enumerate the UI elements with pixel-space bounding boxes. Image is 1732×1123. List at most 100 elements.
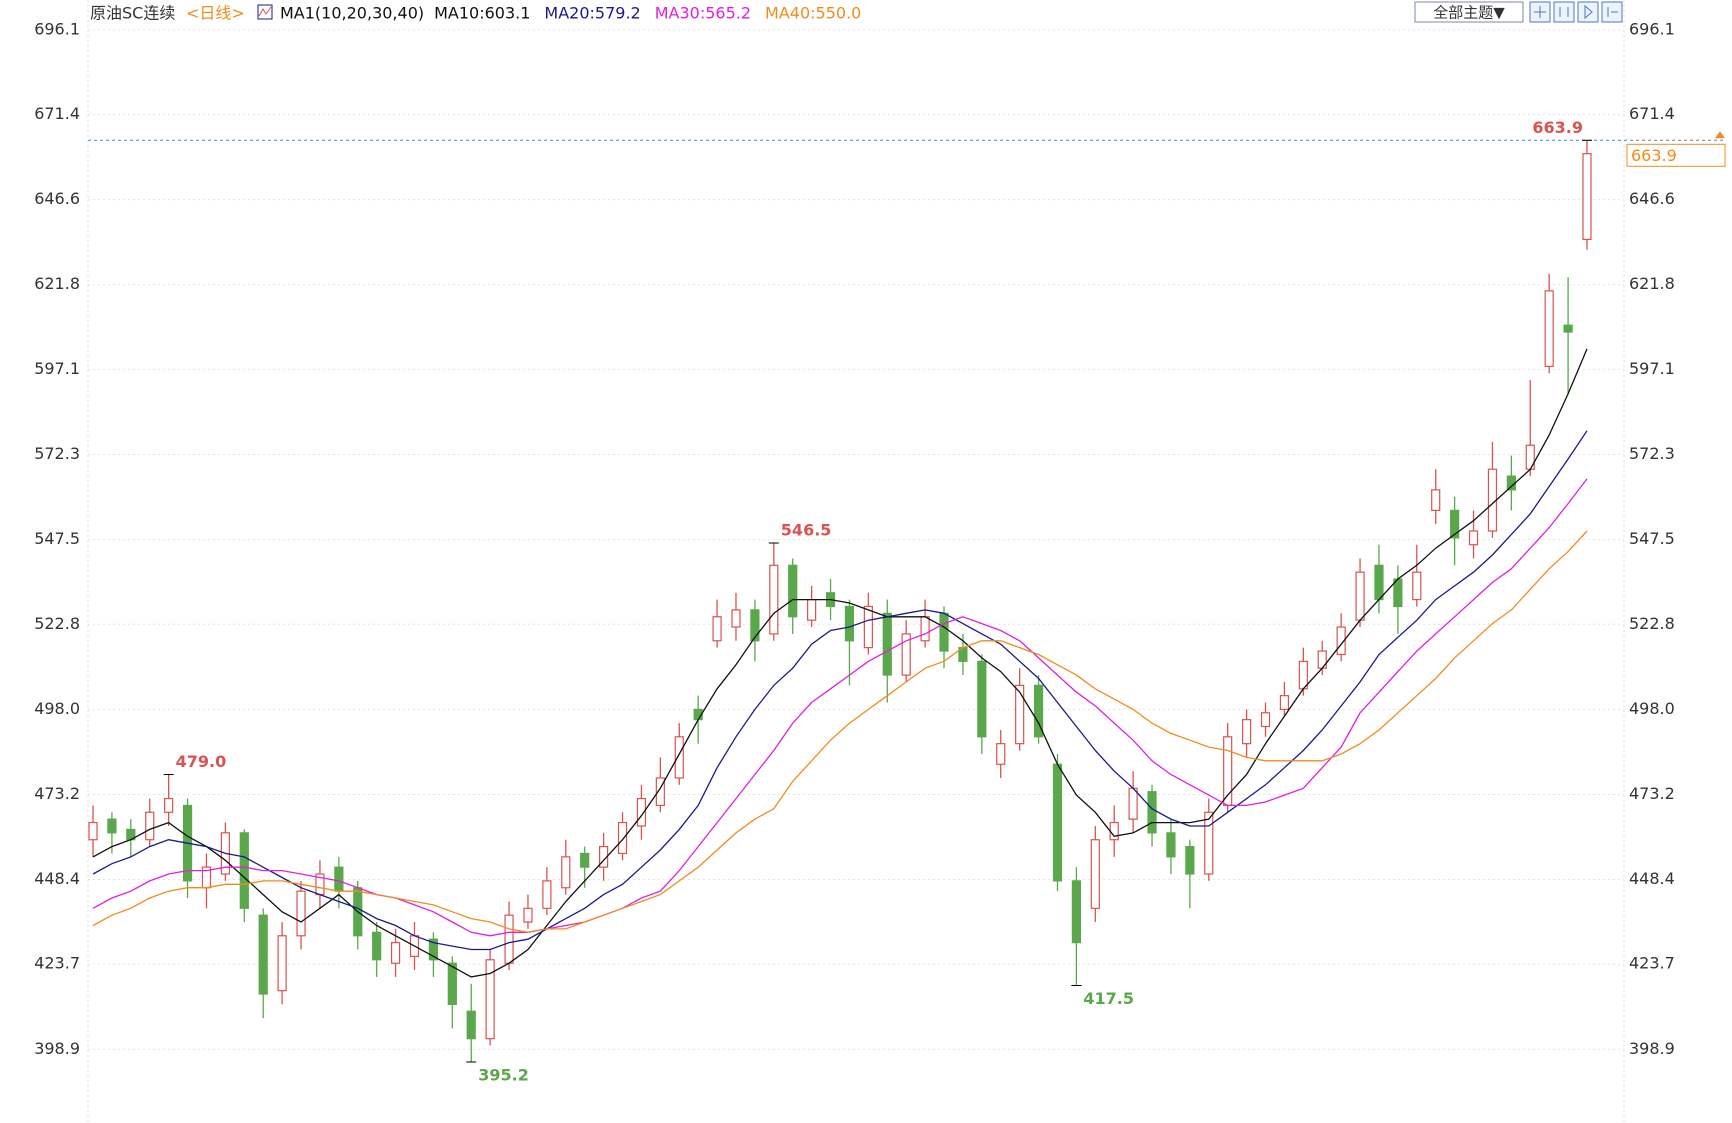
y-tick-label-right: 498.0 — [1629, 699, 1675, 718]
candle-body — [1412, 571, 1422, 601]
legend-entry: MA40:550.0 — [765, 4, 861, 23]
instrument-name: 原油SC连续 — [90, 4, 175, 23]
candle-body — [996, 743, 1006, 765]
candle-body — [390, 942, 401, 964]
candle-body — [164, 797, 174, 813]
candle-body — [542, 880, 552, 909]
candle-body — [1393, 578, 1403, 608]
candle-body — [1052, 763, 1063, 882]
candle-body — [882, 612, 892, 676]
y-tick-label-right: 572.3 — [1629, 444, 1675, 463]
candle-body — [636, 797, 647, 827]
candle-body — [561, 856, 571, 889]
extreme-label: 663.9 — [1532, 118, 1583, 137]
candle-body — [372, 931, 382, 961]
theme-button-label[interactable]: 全部主题▼ — [1433, 4, 1505, 22]
candle-body — [296, 890, 306, 937]
y-tick-label-left: 423.7 — [34, 954, 80, 973]
extreme-label: 417.5 — [1083, 989, 1134, 1008]
y-tick-label-right: 448.4 — [1629, 869, 1675, 888]
candle-body — [145, 811, 155, 841]
candle-body — [88, 821, 98, 841]
candle-body — [1298, 660, 1308, 690]
last-price-label: 663.9 — [1631, 146, 1677, 165]
candle-body — [1374, 564, 1384, 601]
candle-body — [939, 612, 949, 652]
candle-body — [1071, 880, 1081, 944]
candle-body — [1487, 468, 1498, 532]
candle-body — [901, 633, 911, 676]
candle-body — [1147, 791, 1157, 834]
ma-line — [92, 530, 1588, 933]
candle-body — [655, 777, 665, 807]
candle-body — [1468, 530, 1479, 546]
legend-entry: MA30:565.2 — [655, 4, 751, 23]
candle-body — [844, 605, 855, 642]
extreme-label: 395.2 — [478, 1066, 529, 1085]
last-price-arrow — [1715, 131, 1725, 139]
candle-body — [1450, 509, 1460, 539]
y-tick-label-right: 621.8 — [1629, 274, 1675, 293]
candle-body — [1185, 845, 1195, 875]
candle-body — [1260, 712, 1271, 728]
candle-body — [258, 914, 268, 995]
candle-body — [750, 609, 760, 642]
candle-body — [1506, 475, 1516, 491]
y-tick-label-left: 646.6 — [34, 189, 80, 208]
candle-body — [1015, 684, 1025, 745]
y-tick-label-left: 473.2 — [34, 784, 80, 803]
period[interactable]: <日线> — [186, 4, 245, 23]
candle-body — [1204, 811, 1214, 875]
last-price-box — [1626, 143, 1726, 167]
candle-body — [674, 736, 684, 779]
y-tick-label-right: 646.6 — [1629, 189, 1675, 208]
y-tick-label-left: 498.0 — [34, 699, 80, 718]
y-tick-label-left: 522.8 — [34, 614, 80, 633]
y-tick-label-left: 671.4 — [34, 104, 80, 123]
legend: MA10:603.1 MA20:579.2 MA30:565.2 MA40:550.0 — [434, 4, 861, 23]
candle-body — [466, 1010, 476, 1040]
y-tick-label-left: 597.1 — [34, 359, 80, 378]
tool-button[interactable] — [1577, 1, 1599, 23]
candle-body — [1355, 571, 1365, 621]
indicator-icon-line — [258, 6, 272, 17]
candle-body — [788, 564, 798, 618]
indicator-name: MA1(10,20,30,40) — [280, 4, 424, 23]
candle-body — [1279, 695, 1290, 710]
y-tick-label-right: 671.4 — [1629, 104, 1675, 123]
candle-body — [334, 866, 344, 892]
candle-body — [1033, 684, 1044, 738]
indicator-icon[interactable] — [257, 4, 273, 20]
tool-button[interactable] — [1553, 1, 1575, 23]
toolbar — [1529, 1, 1623, 23]
y-tick-label-right: 547.5 — [1629, 529, 1675, 548]
legend-entry: MA20:579.2 — [544, 4, 640, 23]
candle-body — [428, 938, 439, 961]
candle-body — [731, 609, 741, 628]
y-tick-label-right: 423.7 — [1629, 954, 1675, 973]
y-tick-label-right: 696.1 — [1629, 19, 1675, 38]
candle-body — [277, 935, 287, 992]
legend-entry: MA10:603.1 — [434, 4, 530, 23]
candle-body — [977, 660, 987, 738]
candle-body — [1090, 839, 1100, 909]
candle-body — [580, 852, 590, 868]
candle-body — [1128, 787, 1138, 820]
candle-body — [769, 564, 779, 635]
candle-body — [1166, 832, 1176, 858]
tool-icon — [1534, 4, 1618, 20]
candle-body — [447, 962, 457, 1005]
ma-line — [92, 478, 1588, 937]
y-tick-label-right: 522.8 — [1629, 614, 1675, 633]
y-tick-label-right: 398.9 — [1629, 1039, 1675, 1058]
candle-body — [239, 832, 249, 909]
theme-button[interactable] — [1414, 1, 1524, 23]
candle-body — [523, 907, 533, 923]
candle-body — [712, 616, 722, 642]
y-tick-label-right: 473.2 — [1629, 784, 1675, 803]
y-tick-label-left: 547.5 — [34, 529, 80, 548]
ma-line — [92, 430, 1588, 951]
candle-body — [863, 605, 873, 649]
